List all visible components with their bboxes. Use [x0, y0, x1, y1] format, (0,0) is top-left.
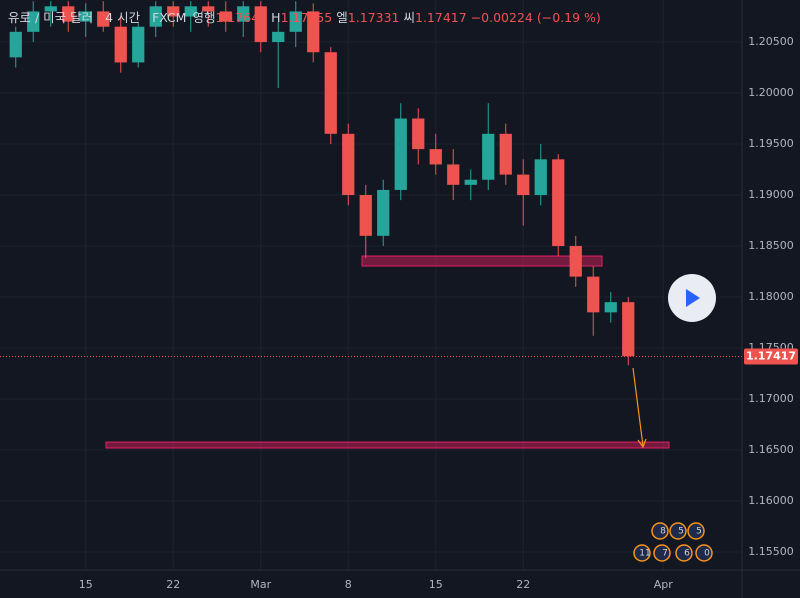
ohlc-label: 엘	[336, 10, 348, 25]
candle-body	[62, 6, 75, 22]
candle-body	[114, 26, 127, 63]
ohlc-label: H	[271, 10, 280, 25]
candle-body	[9, 31, 22, 58]
candle-body	[307, 11, 320, 53]
x-tick-label: Mar	[250, 578, 271, 591]
x-tick-label: Apr	[654, 578, 674, 591]
candle-body	[219, 11, 232, 22]
candle-body	[132, 26, 145, 63]
y-tick-label: 1.20500	[748, 35, 794, 48]
candle-body	[499, 133, 512, 175]
grid	[0, 0, 742, 570]
y-tick-label: 1.15500	[748, 545, 794, 558]
candle-body	[27, 11, 40, 32]
candle-body	[412, 118, 425, 150]
y-tick-label: 1.18500	[748, 239, 794, 252]
y-tick-label: 1.19500	[748, 137, 794, 150]
candle-body	[377, 189, 390, 236]
event-count: 5	[678, 527, 684, 537]
candle-body	[97, 11, 110, 27]
candle-body	[79, 11, 92, 22]
candle-body	[254, 6, 267, 43]
event-badge[interactable]	[653, 544, 671, 562]
play-button[interactable]	[668, 274, 716, 322]
event-count: 5	[696, 527, 702, 537]
candle-body	[464, 179, 477, 185]
arrow-head	[637, 438, 647, 449]
candle-body	[394, 118, 407, 190]
last-price-label: 1.17417	[746, 350, 796, 363]
x-tick-label: 22	[166, 578, 180, 591]
ohlc-value: 1.17655	[281, 10, 333, 25]
interval[interactable]: 4 시간	[105, 10, 140, 25]
candle-body	[359, 195, 372, 236]
candle-body	[622, 302, 635, 357]
candle-body	[184, 6, 197, 17]
candle-body	[167, 6, 180, 17]
candle-body	[289, 11, 302, 32]
y-tick-label: 1.18000	[748, 290, 794, 303]
ohlc-value: 1.17417	[415, 10, 467, 25]
x-tick-label: 8	[345, 578, 352, 591]
candle-body	[237, 6, 250, 22]
candle-body	[272, 31, 285, 43]
y-tick-label: 1.20000	[748, 86, 794, 99]
event-badge[interactable]	[669, 522, 687, 540]
event-count: 11	[639, 549, 650, 559]
candle-body	[569, 246, 582, 277]
y-tick-label: 1.19000	[748, 188, 794, 201]
candle-body	[552, 159, 565, 247]
ohlc-value: 1.17641	[215, 10, 267, 25]
event-count: 8	[660, 527, 666, 537]
forecast-arrow	[632, 367, 644, 447]
candle-body	[587, 276, 600, 313]
x-tick-label: 15	[429, 578, 443, 591]
price-zone	[361, 255, 603, 267]
y-tick-label: 1.16000	[748, 494, 794, 507]
event-badge[interactable]	[651, 522, 669, 540]
event-badge[interactable]	[687, 522, 705, 540]
price-zone	[105, 441, 670, 449]
candle-body	[149, 6, 162, 27]
candle-body	[429, 149, 442, 165]
event-badge[interactable]	[633, 544, 651, 562]
event-count: 6	[684, 549, 690, 559]
candle-body	[44, 6, 57, 12]
candle-body	[342, 133, 355, 196]
event-count: 7	[662, 549, 668, 559]
candle-body	[517, 174, 530, 196]
candle-body	[324, 52, 337, 134]
change: −0.00224 (−0.19 %)	[471, 10, 601, 25]
event-badge[interactable]	[675, 544, 693, 562]
y-tick-label: 1.17000	[748, 392, 794, 405]
last-price-box	[744, 348, 798, 365]
candle-body	[482, 133, 495, 180]
y-tick-label: 1.16500	[748, 443, 794, 456]
symbol[interactable]: 유로 / 미국 달러	[8, 10, 93, 25]
candle-body	[202, 6, 215, 12]
candle-body	[534, 159, 547, 196]
event-count: 0	[704, 549, 710, 559]
event-badge[interactable]	[695, 544, 713, 562]
ohlc-label: 영행	[192, 10, 215, 25]
candle-body	[447, 164, 460, 185]
axes: 1.155001.160001.165001.170001.175001.180…	[79, 35, 798, 591]
ohlc-label: 씨	[403, 10, 415, 25]
candle-body	[604, 302, 617, 313]
source: FXCM	[152, 10, 186, 25]
x-tick-label: 22	[516, 578, 530, 591]
x-tick-label: 15	[79, 578, 93, 591]
play-icon[interactable]	[686, 289, 700, 307]
legend-header: 유로 / 미국 달러 4 시간 FXCM 영행1.17641 H1.17655 엘1.17…	[8, 10, 601, 25]
ohlc-value: 1.17331	[348, 10, 400, 25]
plot	[0, 1, 742, 449]
